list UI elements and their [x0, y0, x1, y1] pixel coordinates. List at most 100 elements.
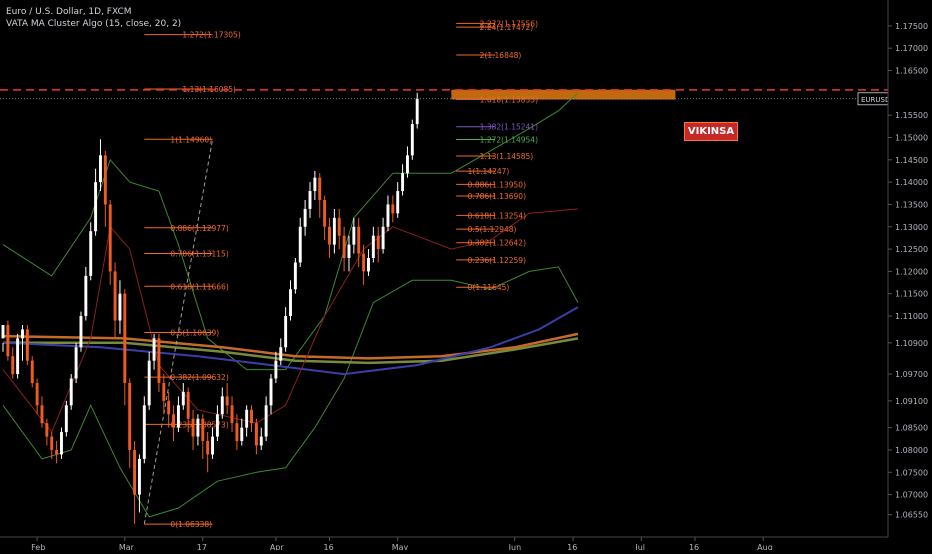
price-tick-label: 1.06550: [895, 511, 928, 520]
candle-body: [201, 418, 205, 442]
candle-body: [94, 182, 98, 232]
time-tick-label: 16: [567, 543, 577, 550]
indicator-title[interactable]: VATA MA Cluster Algo (15, close, 20, 2): [6, 19, 182, 29]
candle-body: [401, 173, 405, 192]
fib-level-label: 0.236(1.12259): [468, 256, 526, 265]
time-tick-label: Feb: [31, 543, 45, 550]
candle-body: [60, 432, 63, 455]
price-tick-label: 1.07000: [895, 491, 928, 500]
candle-body: [259, 436, 263, 446]
candle-body: [79, 316, 83, 348]
candle-body: [274, 360, 278, 379]
fib-level-label: 0.786(1.13115): [170, 250, 228, 259]
candle-body: [6, 324, 10, 357]
time-tick-label: 16: [689, 543, 699, 550]
fib-extension-label: 1.382(1.15241): [480, 123, 538, 132]
candle-body: [1, 324, 5, 339]
fib-level-label: 0(1.06338): [170, 520, 212, 529]
fib-level-label: 0.236(1.08573): [170, 420, 228, 429]
candle-body: [137, 458, 141, 495]
fib-extension-label: 1.272(1.14954): [480, 136, 538, 145]
candle-body: [313, 177, 317, 192]
candle-body: [167, 400, 171, 415]
fib-level-label: 0.382(1.12642): [468, 239, 526, 248]
candle-body: [279, 347, 283, 361]
fib-level-label: 0.382(1.09632): [170, 373, 228, 382]
price-tick-label: 1.15000: [895, 133, 928, 142]
candle-body: [30, 360, 34, 383]
price-tick-label: 1.14500: [895, 156, 928, 165]
price-tick-label: 1.09700: [895, 370, 928, 379]
time-tick-label: 16: [323, 543, 333, 550]
candle-body: [196, 418, 200, 437]
candle-body: [113, 271, 117, 321]
candle-body: [381, 226, 385, 250]
candle-body: [191, 418, 195, 437]
lower-band-line: [2, 266, 579, 518]
candle-body: [405, 155, 409, 174]
price-tick-label: 1.08500: [895, 424, 928, 433]
candle-body: [264, 405, 268, 437]
candle-body: [357, 226, 361, 254]
upper-band-line: [2, 92, 579, 371]
price-tick-label: 1.16500: [895, 67, 928, 76]
candle-body: [152, 338, 156, 361]
candle-body: [172, 414, 176, 428]
candle-body: [128, 382, 132, 450]
candle-body: [64, 405, 68, 433]
candle-body: [108, 204, 112, 272]
candle-body: [25, 329, 29, 361]
fib-extension-label: 1.618(1.15855): [480, 95, 538, 104]
fib-level-label: 0(1.11645): [468, 283, 510, 292]
time-tick-label: Aug: [757, 543, 773, 550]
candle-body: [332, 217, 336, 245]
fib-level-label: 0.786(1.13690): [468, 192, 526, 201]
candle-body: [303, 208, 307, 227]
candle-body: [328, 226, 331, 245]
candle-body: [211, 436, 214, 455]
candle-body: [376, 235, 380, 250]
time-tick-label: Jun: [508, 543, 522, 550]
candle-body: [157, 338, 161, 383]
candle-body: [342, 235, 346, 259]
candle-body: [147, 360, 151, 406]
fib-level-label: 1(1.14960): [170, 135, 212, 144]
candle-body: [386, 204, 390, 227]
price-tick-label: 1.11500: [895, 290, 928, 299]
candle-body: [118, 293, 122, 321]
candle-body: [245, 409, 249, 428]
candle-body: [391, 204, 395, 214]
candle-body: [133, 449, 137, 495]
price-tick-label: 1.17000: [895, 44, 928, 53]
candle-body: [298, 226, 302, 263]
candle-body: [293, 262, 297, 290]
candle-body: [352, 226, 356, 245]
price-tick-label: 1.09100: [895, 397, 928, 406]
candle-body: [254, 423, 258, 446]
symbol-title[interactable]: Euro / U.S. Dollar, 1D, FXCM: [6, 7, 132, 17]
candle-body: [337, 217, 341, 236]
fib-level-label: 0.886(1.12977): [170, 224, 228, 233]
time-tick-label: Apr: [270, 543, 285, 550]
candle-body: [45, 423, 49, 437]
candle-body: [318, 177, 322, 200]
ma-olive-line: [3, 337, 579, 365]
candle-body: [69, 378, 73, 406]
candle-body: [284, 316, 288, 348]
candle-body: [84, 275, 88, 317]
ma-orange-line: [2, 332, 579, 360]
fib-level-label: 0.886(1.13950): [468, 180, 526, 189]
time-tick-label: May: [392, 543, 409, 550]
candle-body: [415, 98, 419, 125]
candle-body: [240, 427, 244, 442]
price-tick-label: 1.08000: [895, 446, 928, 455]
ma-blue-line: [2, 306, 579, 376]
candle-body: [230, 405, 234, 424]
candle-body: [40, 405, 44, 424]
candle-body: [123, 293, 127, 383]
candle-body: [16, 338, 20, 375]
candle-body: [11, 356, 15, 375]
candle-body: [181, 391, 185, 406]
